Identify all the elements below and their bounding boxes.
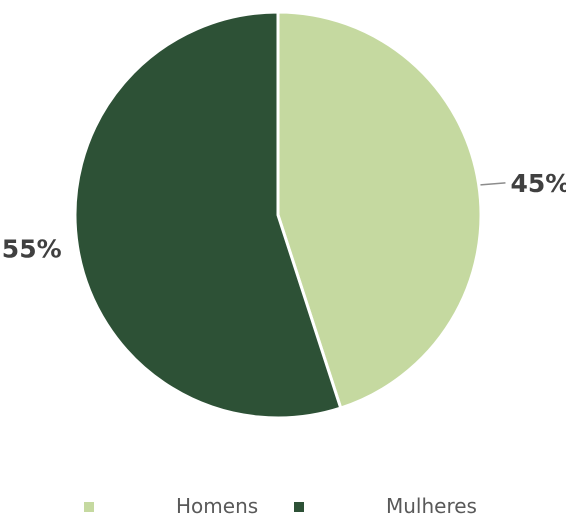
data-label-mulheres: 55% [2, 235, 62, 264]
pie-slice-homens[interactable] [276, 10, 483, 410]
legend-label-mulheres: Mulheres [386, 494, 477, 518]
data-label-homens: 45% [510, 169, 566, 198]
pie-slice-mulheres[interactable] [73, 10, 343, 420]
leader-line-homens [480, 182, 506, 186]
legend-label-homens: Homens [176, 494, 259, 518]
legend-swatch-mulheres [294, 502, 304, 512]
legend-swatch-homens [84, 502, 94, 512]
pie-slices [73, 10, 483, 420]
legend: Homens Mulheres [0, 494, 566, 518]
